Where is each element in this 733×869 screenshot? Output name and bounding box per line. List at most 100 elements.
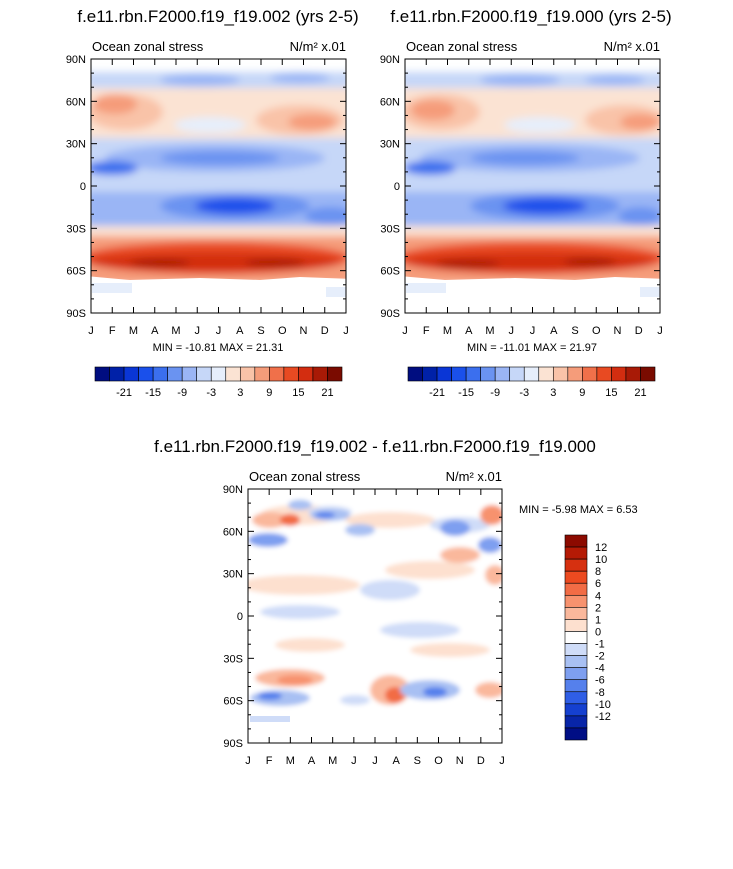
panel-2-left-label: Ocean zonal stress xyxy=(406,39,518,54)
p3-colorbar-label: 2 xyxy=(595,602,601,614)
p3-colorbar-swatch xyxy=(564,631,588,644)
panel-2-field xyxy=(405,59,660,313)
p3-colorbar-swatch xyxy=(564,643,588,656)
p2-colorbar-swatch xyxy=(552,366,569,382)
p2-colorbar-label: 3 xyxy=(550,387,556,399)
p2-colorbar-swatch xyxy=(523,366,540,382)
p1-xtick-label: J xyxy=(216,325,222,337)
p1-xtick-label: M xyxy=(171,325,180,337)
p3-colorbar-swatch xyxy=(564,607,588,620)
p3-colorbar-swatch xyxy=(564,534,588,548)
panel-3-field xyxy=(248,489,502,743)
p3-colorbar-label: 4 xyxy=(595,590,601,602)
p2-colorbar-swatch xyxy=(465,366,481,382)
p3-ytick-label: 30N xyxy=(223,569,243,581)
p2-xtick-label: A xyxy=(465,325,473,337)
p1-colorbar-swatch xyxy=(239,366,256,382)
p3-colorbar-label: 0 xyxy=(595,626,601,638)
panel-3-left-label: Ocean zonal stress xyxy=(249,469,361,484)
p2-xtick-label: D xyxy=(635,325,643,337)
p1-colorbar-swatch xyxy=(196,366,212,382)
p3-colorbar-swatch xyxy=(564,570,588,584)
p3-colorbar-label: 6 xyxy=(595,578,601,590)
p3-colorbar-label: -6 xyxy=(595,675,605,687)
panel-1-title: f.e11.rbn.F2000.f19_f19.002 (yrs 2-5) xyxy=(77,7,358,26)
panel-1-min-max: MIN = -10.81 MAX = 21.31 xyxy=(153,342,284,354)
panel-2-colorbar: -21 -15 -9 -3 3 9 15 21 xyxy=(407,366,656,399)
p1-xtick-label: J xyxy=(195,325,201,337)
p1-xtick-label: A xyxy=(236,325,244,337)
p2-colorbar-swatch xyxy=(436,366,452,382)
p1-ytick-label: 30S xyxy=(66,223,86,235)
p2-colorbar-label: -9 xyxy=(490,387,500,399)
p2-xtick-label: J xyxy=(509,325,515,337)
p3-xtick-label: M xyxy=(328,755,337,767)
p1-colorbar-label: 15 xyxy=(292,387,304,399)
p2-colorbar-swatch xyxy=(611,366,627,382)
p3-colorbar-swatch xyxy=(564,558,588,572)
p1-colorbar-swatch xyxy=(138,366,154,382)
panel-1-left-label: Ocean zonal stress xyxy=(92,39,204,54)
p2-xtick-label: M xyxy=(485,325,494,337)
p1-colorbar-swatch xyxy=(283,366,299,382)
p1-colorbar-swatch xyxy=(327,366,343,382)
p3-xtick-label: S xyxy=(414,755,421,767)
p1-colorbar-swatch xyxy=(312,366,328,382)
p1-xtick-label: S xyxy=(257,325,264,337)
p3-colorbar-swatch xyxy=(564,691,588,705)
p2-xtick-label: N xyxy=(614,325,622,337)
p1-ytick-label: 90N xyxy=(66,54,86,66)
p2-colorbar-swatch xyxy=(480,366,496,382)
p3-xtick-label: J xyxy=(372,755,378,767)
p3-colorbar-swatch xyxy=(564,679,588,693)
p1-colorbar-label: -15 xyxy=(145,387,161,399)
p1-xtick-label: N xyxy=(300,325,308,337)
p2-ytick-label: 30S xyxy=(380,223,400,235)
p1-xtick-label: O xyxy=(278,325,287,337)
p2-xtick-label: M xyxy=(443,325,452,337)
p2-colorbar-swatch xyxy=(422,366,438,382)
panel-1-units-label: N/m² x.01 xyxy=(290,39,346,54)
p3-colorbar-label: 10 xyxy=(595,554,607,566)
p2-ytick-label: 90S xyxy=(380,308,400,320)
p3-xtick-label: A xyxy=(308,755,316,767)
p3-colorbar-swatch xyxy=(564,582,588,596)
p2-colorbar-swatch xyxy=(640,366,656,382)
p2-colorbar-swatch xyxy=(509,366,525,382)
p3-xtick-label: N xyxy=(456,755,464,767)
panel-2: f.e11.rbn.F2000.f19_f19.000 (yrs 2-5) Oc… xyxy=(380,7,672,399)
p1-xtick-label: A xyxy=(151,325,159,337)
panel-3-title: f.e11.rbn.F2000.f19_f19.002 - f.e11.rbn.… xyxy=(154,437,596,456)
p1-xtick-label: D xyxy=(321,325,329,337)
p2-colorbar-swatch xyxy=(625,366,641,382)
p1-ytick-label: 60S xyxy=(66,266,86,278)
p1-colorbar-label: 21 xyxy=(321,387,333,399)
p2-colorbar-swatch xyxy=(582,366,598,382)
p1-colorbar-label: -9 xyxy=(177,387,187,399)
p2-colorbar-swatch xyxy=(451,366,467,382)
p2-ytick-label: 60N xyxy=(380,96,400,108)
p1-ytick-label: 30N xyxy=(66,139,86,151)
p1-xtick-label: F xyxy=(109,325,116,337)
panel-2-min-max: MIN = -11.01 MAX = 21.97 xyxy=(467,342,597,354)
p3-xtick-label: O xyxy=(434,755,443,767)
panel-1-y-axis: 90N 60N 30N 0 30S 60S 90S xyxy=(66,54,346,320)
p1-xtick-label: J xyxy=(343,325,349,337)
panel-2-y-axis: 90N 60N 30N 0 30S 60S 90S xyxy=(380,54,660,320)
p1-ytick-label: 90S xyxy=(66,308,86,320)
p2-colorbar-label: 9 xyxy=(579,387,585,399)
p2-colorbar-label: 15 xyxy=(605,387,617,399)
p1-colorbar-swatch xyxy=(181,366,198,382)
p3-xtick-label: D xyxy=(477,755,485,767)
p1-ytick-label: 60N xyxy=(66,96,86,108)
p3-colorbar-label: -8 xyxy=(595,687,605,699)
panel-2-units-label: N/m² x.01 xyxy=(604,39,660,54)
p2-xtick-label: F xyxy=(423,325,430,337)
p2-ytick-label: 90N xyxy=(380,54,400,66)
p3-colorbar-label: -12 xyxy=(595,711,611,723)
p1-colorbar-swatch xyxy=(94,366,110,382)
